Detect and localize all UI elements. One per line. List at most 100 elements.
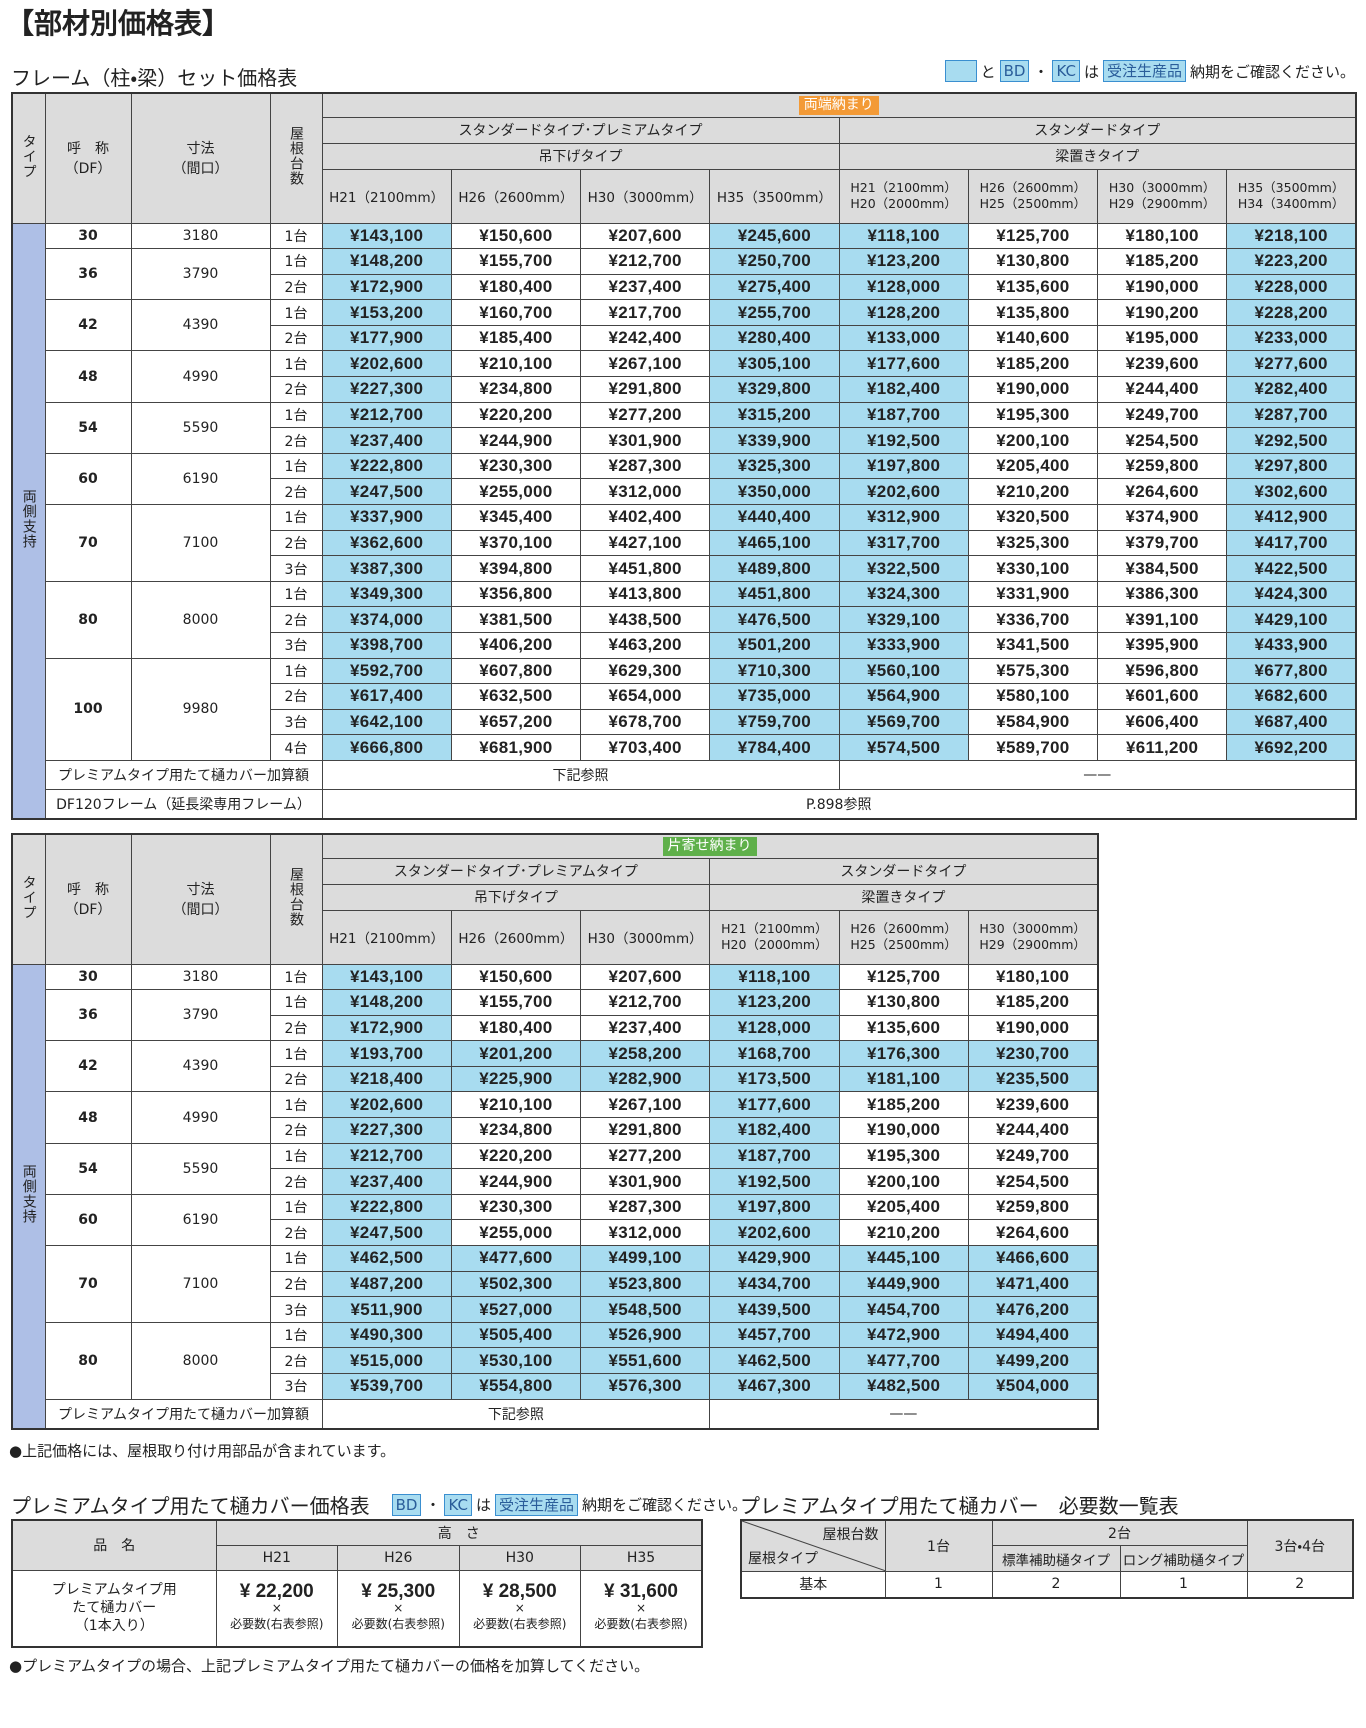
price-cell: ¥312,000: [579, 478, 711, 506]
price-cell: ¥681,900: [450, 734, 582, 761]
header-text: 屋根台数: [288, 867, 304, 928]
price-cell: ¥190,000: [967, 376, 1099, 403]
notice-text: ・: [425, 1496, 441, 1514]
table-wrap: タイプ 呼 称 （DF） 寸法 （間口） 屋根台数 片寄せ納まり スタンダードタイプ･プレミア…: [11, 833, 1099, 1430]
price-cell: ¥345,400: [450, 504, 582, 531]
price-cell: ¥247,500: [321, 1219, 452, 1247]
price-cell: ¥476,200: [967, 1296, 1099, 1323]
price-cell: ¥292,500: [1226, 427, 1357, 454]
price-cell: ¥666,800: [321, 734, 452, 761]
header-text: タイプ: [20, 133, 37, 179]
count-cell: 3台: [269, 632, 323, 659]
price-cell: ¥210,200: [838, 1219, 969, 1247]
text-line: H25（2500mm）: [979, 196, 1087, 211]
body-row: 54 5590 1台 ¥212,700 ¥220,200 ¥277,200 ¥187,700…: [12, 1142, 1099, 1195]
df-cell: 30: [44, 222, 132, 250]
price-cell: ¥487,200: [321, 1270, 452, 1298]
price-cell: ¥148,200: [321, 989, 452, 1016]
notice-tag: BD: [391, 1493, 422, 1516]
height-header: H21（2100mm）: [321, 168, 452, 224]
height-header: H35（3500mm） H34（3400mm）: [1226, 168, 1357, 224]
body-row: 2台 ¥237,400 ¥244,900 ¥301,900 ¥192,500 ¥200,1…: [12, 1168, 1099, 1195]
price-cell: ¥576,300: [579, 1373, 711, 1400]
section-title: プレミアムタイプ用たて樋カバー 必要数一覧表: [740, 1494, 1179, 1518]
size-cell: 6190: [130, 452, 271, 506]
body-row: 3台 ¥398,700 ¥406,200 ¥463,200 ¥501,200 ¥333,9…: [12, 632, 1357, 659]
price-cell: ¥150,600: [450, 963, 582, 991]
price-cell: ¥526,900: [579, 1321, 711, 1349]
times: ×: [514, 1601, 525, 1616]
body-row: 2台 ¥172,900 ¥180,400 ¥237,400 ¥128,000 ¥135,6…: [12, 1014, 1099, 1042]
price-cell: ¥329,100: [838, 606, 969, 633]
price-cell: ¥548,500: [579, 1296, 711, 1323]
sub-header: 梁置きタイプ: [838, 142, 1357, 170]
price-cell: ¥569,700: [838, 708, 969, 736]
price-cell: ¥356,800: [450, 580, 582, 608]
body-row: 36 3790 1台 ¥148,200 ¥155,700 ¥212,700 ¥250,700…: [12, 248, 1357, 301]
count-cell: 3台: [269, 1296, 323, 1323]
price-cell: ¥434,700: [709, 1270, 840, 1298]
body-row: 36 3790 1台 ¥148,200 ¥155,700 ¥212,700 ¥123,200…: [12, 989, 1099, 1042]
body-row: 2台 ¥227,300 ¥234,800 ¥291,800 ¥329,800 ¥182,4…: [12, 376, 1357, 403]
text-line: 呼 称: [67, 141, 109, 158]
price-cell: ¥230,300: [450, 1193, 582, 1221]
price-cell: ¥255,000: [450, 1219, 582, 1247]
price-cell: ¥197,800: [709, 1193, 840, 1221]
price-cell: ¥504,000: [967, 1373, 1099, 1400]
footer-cell: ——: [709, 1398, 1099, 1430]
price-cell: ¥195,000: [1096, 324, 1228, 352]
price-cell: ¥150,600: [450, 222, 582, 250]
price-cell: ¥233,000: [1226, 324, 1357, 352]
text-line: H20（2000mm）: [850, 196, 957, 211]
count-cell: 2台: [269, 1014, 323, 1042]
price-cell: ¥391,100: [1096, 606, 1228, 633]
price-cell: ¥237,400: [579, 1014, 711, 1042]
price-cell: ¥305,100: [709, 350, 840, 378]
price-cell: ¥197,800: [838, 452, 969, 480]
count-cell: 2台: [269, 529, 323, 557]
price-cell: ¥387,300: [321, 555, 452, 582]
price-cell: ¥291,800: [579, 376, 711, 403]
text-line: （間口）: [172, 161, 229, 178]
cover-table: 品 名高 さ H21 H26 H30 H35 プレミアムタイプ用 たて樋カバー （1本入り） ¥…: [11, 1519, 703, 1648]
price-cell: ¥235,500: [967, 1065, 1099, 1093]
price-cell: ¥477,700: [838, 1347, 969, 1374]
price-cell: ¥560,100: [838, 657, 969, 685]
price-cell: ¥406,200: [450, 632, 582, 659]
price-cell: ¥185,200: [967, 350, 1099, 378]
group-header: スタンダードタイプ: [838, 116, 1357, 144]
price-table: タイプ 呼 称 （DF） 寸法 （間口） 屋根台数 両端納まり スタンダードタイプ･プレミアム…: [11, 92, 1357, 820]
times: ×: [635, 1601, 647, 1616]
price-cell: ¥502,300: [450, 1270, 582, 1298]
notice-text: 納期をご確認ください。: [582, 1496, 748, 1514]
price-cell: ¥632,500: [450, 683, 582, 710]
price-cell: ¥677,800: [1226, 657, 1357, 685]
table-wrap: 品 名高 さ H21 H26 H30 H35 プレミアムタイプ用 たて樋カバー （1本入り） ¥…: [11, 1519, 703, 1648]
size-cell: 7100: [130, 504, 271, 582]
count-cell: 2台: [269, 1270, 323, 1298]
price-cell: ¥511,900: [321, 1296, 452, 1323]
df-cell: 80: [44, 580, 132, 659]
price-cell: ¥201,200: [450, 1040, 582, 1067]
price-cell: ¥177,600: [709, 1091, 840, 1119]
price-cell: ¥384,500: [1096, 555, 1228, 582]
notice-tag: BD: [999, 60, 1030, 82]
price-cell: ¥192,500: [838, 427, 969, 454]
price-cell: ¥128,200: [838, 299, 969, 326]
count-cell: 1台: [269, 350, 323, 378]
price-cell: ¥607,800: [450, 657, 582, 685]
group-header: スタンダードタイプ･プレミアムタイプ: [321, 857, 711, 885]
price-cell: ¥703,400: [579, 734, 711, 761]
header-row: H21（2100mm） H26（2600mm） H30（3000mm） H21（210…: [12, 909, 1099, 965]
price-cell: ¥190,000: [1096, 273, 1228, 301]
cell: 2: [1246, 1571, 1354, 1598]
text-line: H35（3500mm）: [1237, 180, 1345, 195]
price-cell: ¥264,600: [1096, 478, 1228, 506]
item-cell: プレミアムタイプ用 たて樋カバー （1本入り）: [11, 1569, 217, 1648]
price-cell: ¥471,400: [967, 1270, 1099, 1298]
text-line: H26（2600mm）: [979, 180, 1087, 195]
header-cell: 品 名: [11, 1519, 217, 1571]
body-row: 100 9980 1台 ¥592,700 ¥607,800 ¥629,300 ¥710,30…: [12, 657, 1357, 761]
header-cell: 屋根台数: [269, 833, 323, 965]
text-line: H30（3000mm）: [979, 921, 1086, 936]
